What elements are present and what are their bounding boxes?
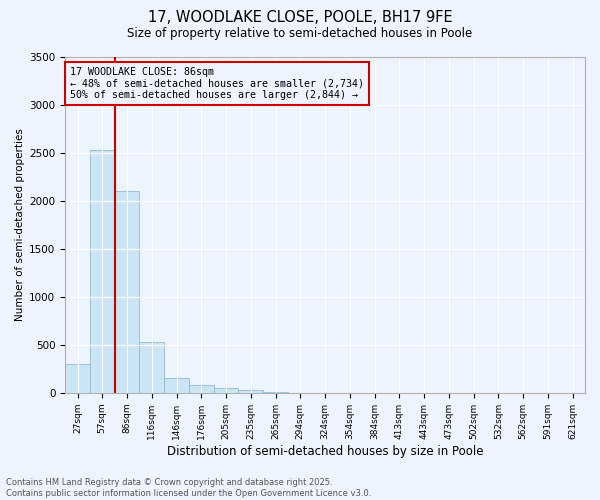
Y-axis label: Number of semi-detached properties: Number of semi-detached properties xyxy=(15,128,25,321)
Bar xyxy=(65,364,90,393)
Text: Contains HM Land Registry data © Crown copyright and database right 2025.
Contai: Contains HM Land Registry data © Crown c… xyxy=(6,478,371,498)
Text: Size of property relative to semi-detached houses in Poole: Size of property relative to semi-detach… xyxy=(127,28,473,40)
Bar xyxy=(164,378,189,393)
Bar xyxy=(189,385,214,393)
Bar xyxy=(214,388,238,393)
Text: 17, WOODLAKE CLOSE, POOLE, BH17 9FE: 17, WOODLAKE CLOSE, POOLE, BH17 9FE xyxy=(148,10,452,25)
Bar xyxy=(90,150,115,393)
Bar xyxy=(238,390,263,393)
Text: 17 WOODLAKE CLOSE: 86sqm
← 48% of semi-detached houses are smaller (2,734)
50% o: 17 WOODLAKE CLOSE: 86sqm ← 48% of semi-d… xyxy=(70,66,364,100)
Bar xyxy=(139,342,164,393)
Bar xyxy=(115,191,139,393)
X-axis label: Distribution of semi-detached houses by size in Poole: Distribution of semi-detached houses by … xyxy=(167,444,484,458)
